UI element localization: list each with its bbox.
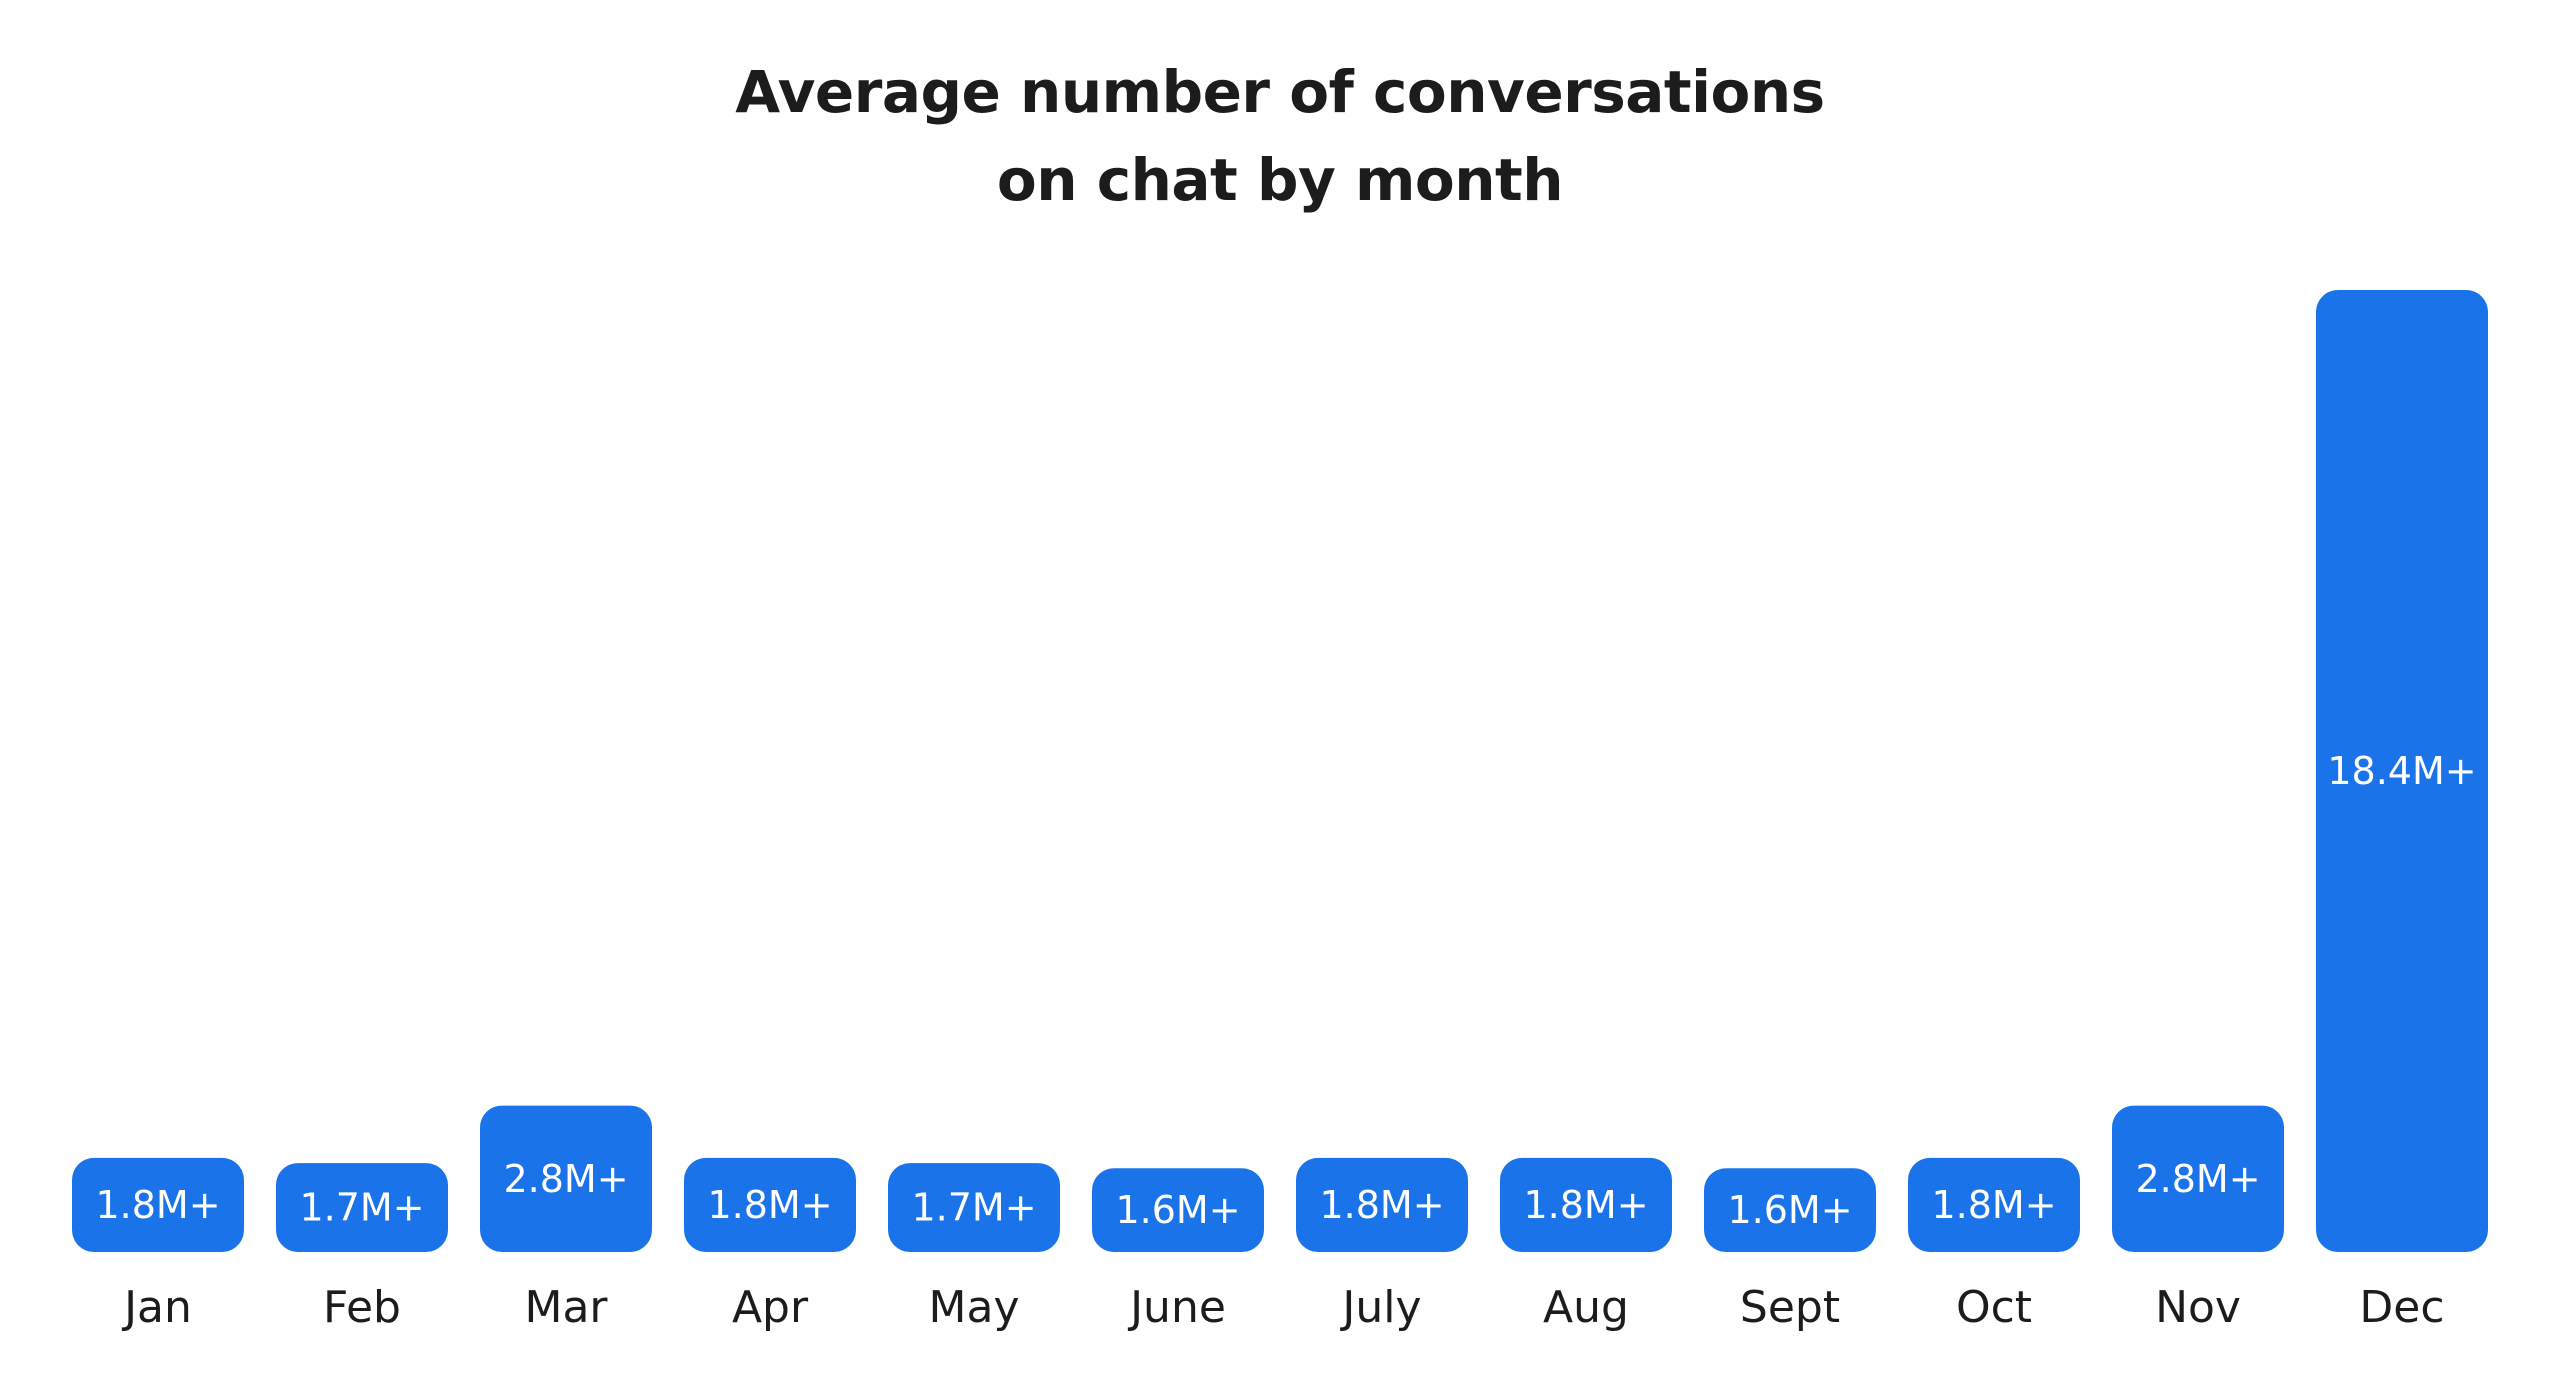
bar-value-label-oct: 1.8M+ (1931, 1183, 2056, 1227)
category-label-jan: Jan (121, 1282, 192, 1333)
category-label-june: June (1127, 1282, 1226, 1333)
category-label-feb: Feb (323, 1282, 401, 1333)
bar-apr (684, 1157, 856, 1252)
category-label-apr: Apr (732, 1282, 809, 1333)
bar-value-label-mar: 2.8M+ (503, 1157, 628, 1201)
bar-value-label-june: 1.6M+ (1115, 1188, 1240, 1232)
bar-dec (2316, 290, 2488, 1252)
bar-value-label-jan: 1.8M+ (95, 1183, 220, 1227)
category-label-may: May (929, 1282, 1020, 1333)
bar-nov (2112, 1105, 2284, 1252)
bar-value-label-july: 1.8M+ (1319, 1183, 1444, 1227)
bar-mar (480, 1105, 652, 1252)
chart-title: Average number of conversations on chat … (0, 48, 2560, 224)
chart-title-line-1: Average number of conversations (735, 58, 1825, 126)
bar-oct (1908, 1157, 2080, 1252)
category-label-nov: Nov (2155, 1282, 2241, 1333)
bar-value-label-dec: 18.4M+ (2327, 749, 2476, 793)
bar-jan (72, 1157, 244, 1252)
bar-feb (276, 1163, 448, 1252)
bar-value-label-sept: 1.6M+ (1727, 1188, 1852, 1232)
category-label-july: July (1339, 1282, 1421, 1333)
category-label-aug: Aug (1543, 1282, 1629, 1333)
bars-group: 1.8M+ 1.7M+ 2.8M+ 1.8M+ 1.7M+ 1.6M+ 1.8M+ 1.8M+… (72, 290, 2488, 1252)
category-label-dec: Dec (2359, 1282, 2444, 1333)
category-labels-group: Jan Feb Mar Apr May June July Aug Sept Oct Nov Dec (121, 1282, 2444, 1333)
bar-july (1296, 1157, 1468, 1252)
bar-aug (1500, 1157, 1672, 1252)
category-label-oct: Oct (1956, 1282, 2032, 1333)
category-label-sept: Sept (1740, 1282, 1840, 1333)
bar-value-label-feb: 1.7M+ (299, 1186, 424, 1230)
chart-title-line-2: on chat by month (996, 146, 1564, 214)
bar-may (888, 1163, 1060, 1252)
bar-value-label-may: 1.7M+ (911, 1186, 1036, 1230)
bar-value-label-apr: 1.8M+ (707, 1183, 832, 1227)
bar-value-label-nov: 2.8M+ (2135, 1157, 2260, 1201)
category-label-mar: Mar (524, 1282, 608, 1333)
bar-sept (1704, 1168, 1876, 1252)
bar-value-label-aug: 1.8M+ (1523, 1183, 1648, 1227)
bar-june (1092, 1168, 1264, 1252)
